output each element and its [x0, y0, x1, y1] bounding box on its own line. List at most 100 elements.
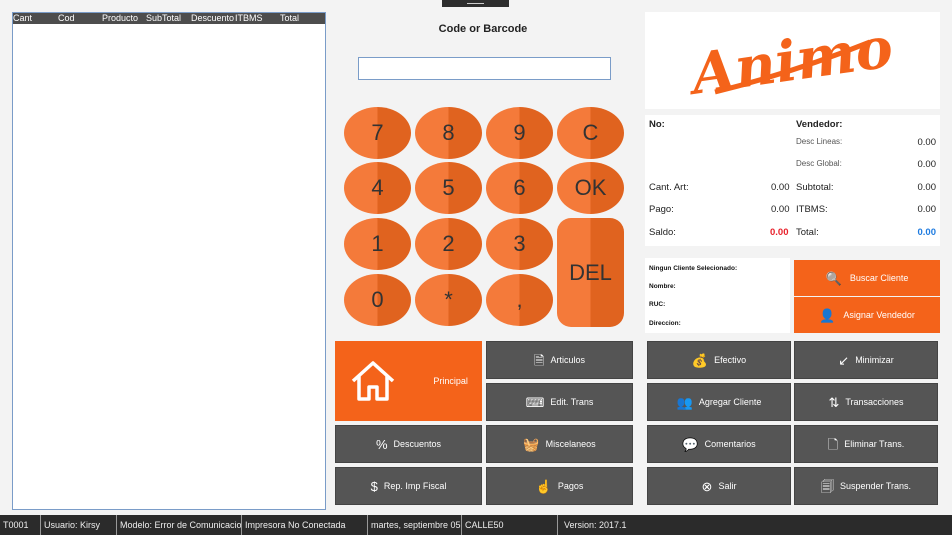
- salir-button[interactable]: ⊗ Salir: [647, 467, 791, 505]
- close-circle-icon: ⊗: [701, 478, 713, 494]
- status-fecha: martes, septiembre 05,: [367, 515, 461, 535]
- direccion-label: Direccion:: [649, 320, 681, 327]
- users-icon: 👥: [676, 394, 693, 410]
- articulos-button[interactable]: 🗎 Articulos: [486, 341, 633, 379]
- vendedor-label: Vendedor:: [796, 119, 843, 130]
- eliminar-label: Eliminar Trans.: [844, 439, 905, 449]
- key-5[interactable]: 5: [415, 162, 482, 214]
- key-6[interactable]: 6: [486, 162, 553, 214]
- receipt-icon: $: [370, 478, 378, 494]
- col-total: Total: [280, 13, 300, 23]
- comentarios-button[interactable]: 💬 Comentarios: [647, 425, 791, 463]
- key-4[interactable]: 4: [344, 162, 411, 214]
- key-0[interactable]: 0: [344, 274, 411, 326]
- key-7[interactable]: 7: [344, 107, 411, 159]
- asignar-vendedor-button[interactable]: 👤 Asignar Vendedor: [794, 297, 940, 333]
- col-subtotal: SubTotal: [146, 13, 182, 23]
- key-2[interactable]: 2: [415, 218, 482, 270]
- key-asterisk[interactable]: *: [415, 274, 482, 326]
- basket-icon: 🧺: [523, 436, 540, 452]
- desc-lineas-value: 0.00: [917, 137, 937, 148]
- rep-imp-fiscal-button[interactable]: $ Rep. Imp Fiscal: [335, 467, 482, 505]
- client-panel: Ningun Cliente Selecionado: Nombre: RUC:…: [645, 258, 790, 333]
- miscelaneos-label: Miscelaneos: [545, 439, 596, 449]
- subtotal-value: 0.00: [917, 182, 937, 193]
- status-version: Version: 2017.1: [557, 515, 952, 535]
- saldo-label: Saldo:: [649, 227, 676, 238]
- saldo-value: 0.00: [770, 227, 789, 238]
- pagos-button[interactable]: ☝ Pagos: [486, 467, 633, 505]
- no-client-label: Ningun Cliente Selecionado:: [649, 265, 738, 272]
- discount-icon: %: [375, 436, 388, 452]
- logo-panel: Animo: [645, 12, 940, 109]
- descuentos-label: Descuentos: [393, 439, 442, 449]
- suspender-label: Suspender Trans.: [839, 481, 912, 491]
- agregar-cliente-button[interactable]: 👥 Agregar Cliente: [647, 383, 791, 421]
- buscar-cliente-label: Buscar Cliente: [849, 273, 909, 283]
- cash-icon: 💰: [691, 352, 709, 368]
- desc-global-value: 0.00: [917, 159, 937, 170]
- comment-icon: 💬: [682, 436, 699, 452]
- suspender-trans-button[interactable]: 🗐 Suspender Trans.: [794, 467, 938, 505]
- articulos-label: Articulos: [550, 355, 585, 365]
- col-descuento: Descuento: [191, 13, 235, 23]
- status-usuario: Usuario: Kirsy: [40, 515, 116, 535]
- edit-trans-button[interactable]: ⌨ Edit. Trans: [486, 383, 633, 421]
- col-cod: Cod: [58, 13, 75, 23]
- transacciones-button[interactable]: ⇅ Transacciones: [794, 383, 938, 421]
- table-header: Cant Cod Producto SubTotal Descuento ITB…: [13, 13, 325, 24]
- payment-icon: ☝: [535, 478, 552, 494]
- key-clear[interactable]: C: [557, 107, 624, 159]
- key-delete[interactable]: DEL: [557, 218, 624, 327]
- cant-value: 0.00: [771, 182, 790, 193]
- efectivo-label: Efectivo: [714, 355, 747, 365]
- asignar-vendedor-label: Asignar Vendedor: [843, 310, 915, 320]
- descuentos-button[interactable]: % Descuentos: [335, 425, 482, 463]
- status-modelo: Modelo: Error de Comunicacion: [116, 515, 241, 535]
- cant-label: Cant. Art:: [649, 182, 689, 193]
- delete-document-icon: 🗋: [827, 436, 839, 452]
- pagos-label: Pagos: [557, 481, 584, 491]
- status-bar: T0001 Usuario: Kirsy Modelo: Error de Co…: [0, 515, 952, 535]
- key-comma[interactable]: ,: [486, 274, 553, 326]
- home-icon: [351, 361, 395, 401]
- key-ok[interactable]: OK: [557, 162, 624, 214]
- buscar-cliente-button[interactable]: 🔍 Buscar Cliente: [794, 260, 940, 296]
- search-document-icon: 🔍: [825, 270, 842, 286]
- keyboard-icon: ⌨: [525, 394, 545, 410]
- pause-document-icon: 🗐: [820, 478, 834, 494]
- principal-button[interactable]: Principal: [335, 341, 482, 421]
- efectivo-button[interactable]: 💰 Efectivo: [647, 341, 791, 379]
- transaction-summary: No: Vendedor: Desc Lineas: 0.00 Desc Glo…: [645, 115, 940, 246]
- key-8[interactable]: 8: [415, 107, 482, 159]
- col-itbms: ITBMS: [235, 13, 263, 23]
- sort-arrows-icon: ⇅: [828, 394, 840, 410]
- eliminar-trans-button[interactable]: 🗋 Eliminar Trans.: [794, 425, 938, 463]
- desc-lineas-label: Desc Lineas:: [796, 137, 843, 146]
- items-table[interactable]: Cant Cod Producto SubTotal Descuento ITB…: [12, 12, 326, 510]
- total-label: Total:: [796, 227, 819, 238]
- add-user-icon: 👤: [819, 307, 836, 323]
- subtotal-label: Subtotal:: [796, 182, 834, 193]
- col-producto: Producto: [102, 13, 139, 23]
- comentarios-label: Comentarios: [704, 439, 756, 449]
- key-3[interactable]: 3: [486, 218, 553, 270]
- itbms-value: 0.00: [917, 204, 937, 215]
- key-9[interactable]: 9: [486, 107, 553, 159]
- ruc-label: RUC:: [649, 301, 666, 308]
- minimize-icon: ↙: [838, 352, 850, 368]
- pago-value: 0.00: [771, 204, 790, 215]
- animo-logo: Animo: [683, 14, 897, 108]
- status-impresora: Impresora No Conectada: [241, 515, 367, 535]
- salir-label: Salir: [718, 481, 737, 491]
- minimizar-button[interactable]: ↙ Minimizar: [794, 341, 938, 379]
- itbms-label: ITBMS:: [796, 204, 828, 215]
- miscelaneos-button[interactable]: 🧺 Miscelaneos: [486, 425, 633, 463]
- nombre-label: Nombre:: [649, 283, 676, 290]
- rep-imp-label: Rep. Imp Fiscal: [383, 481, 447, 491]
- transacciones-label: Transacciones: [845, 397, 904, 407]
- barcode-input[interactable]: [358, 57, 611, 80]
- key-1[interactable]: 1: [344, 218, 411, 270]
- window-handle[interactable]: [442, 0, 509, 7]
- status-terminal: T0001: [3, 520, 29, 530]
